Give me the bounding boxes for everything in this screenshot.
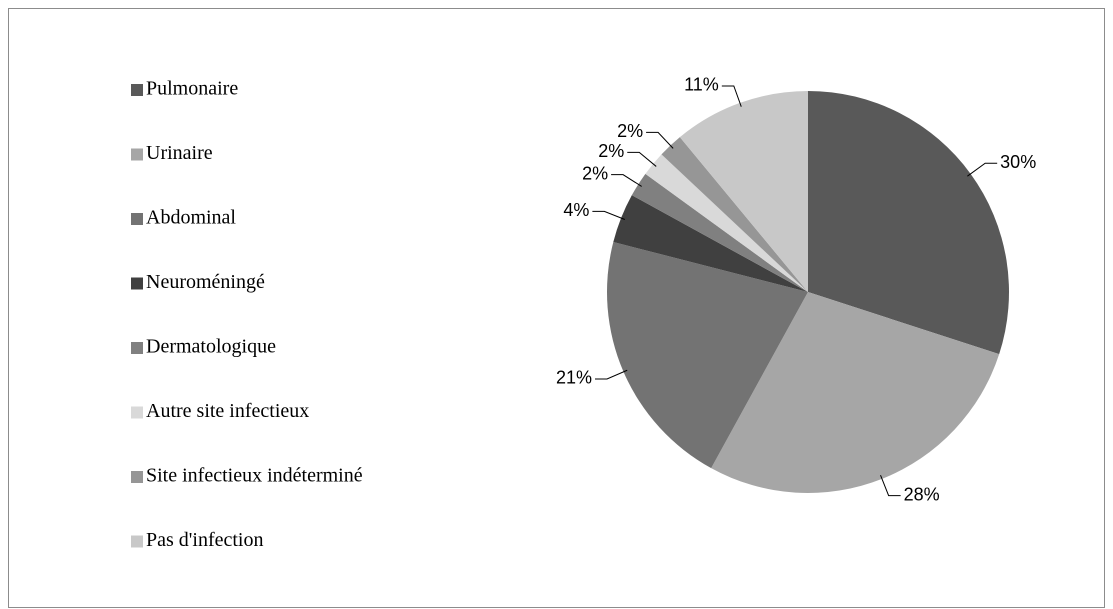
leader-line <box>611 174 642 187</box>
legend-label: Pas d'infection <box>146 529 263 551</box>
legend-label: Pulmonaire <box>146 78 238 100</box>
legend-swatch <box>131 342 143 354</box>
legend-swatch <box>131 471 143 483</box>
data-label: 2% <box>617 121 643 141</box>
legend-label: Abdominal <box>146 207 236 229</box>
legend-label: Autre site infectieux <box>146 400 309 422</box>
legend-label: Urinaire <box>146 142 213 164</box>
leader-line <box>595 369 628 380</box>
pie-slice <box>606 242 808 469</box>
leader-line <box>627 151 657 167</box>
data-label: 30% <box>1000 152 1036 172</box>
legend-label: Neuroméningé <box>146 271 265 293</box>
legend-label: Dermatologique <box>146 336 276 358</box>
legend-swatch <box>131 148 143 161</box>
leader-line <box>880 474 901 497</box>
data-label: 11% <box>684 75 719 95</box>
leader-line <box>967 162 998 177</box>
pie-slice <box>808 91 1009 355</box>
data-label: 2% <box>582 163 608 183</box>
leader-line <box>592 210 626 220</box>
legend-swatch <box>131 535 143 548</box>
data-label: 21% <box>556 368 592 388</box>
pie-slice <box>631 173 808 292</box>
pie-slice <box>613 195 808 292</box>
legend-swatch <box>131 213 143 225</box>
pie-slice <box>679 91 808 292</box>
legend-swatch <box>131 277 143 290</box>
data-label: 2% <box>598 141 624 161</box>
leader-line <box>721 85 742 107</box>
pie-slice <box>645 154 808 292</box>
legend-swatch <box>131 406 143 419</box>
legend-swatch <box>131 84 143 96</box>
leader-line <box>646 131 674 149</box>
data-label: 4% <box>563 200 589 220</box>
pie-slice <box>661 137 808 292</box>
legend-label: Site infectieux indéterminé <box>146 465 363 487</box>
data-label: 28% <box>904 484 940 504</box>
pie-slice <box>711 292 1000 493</box>
